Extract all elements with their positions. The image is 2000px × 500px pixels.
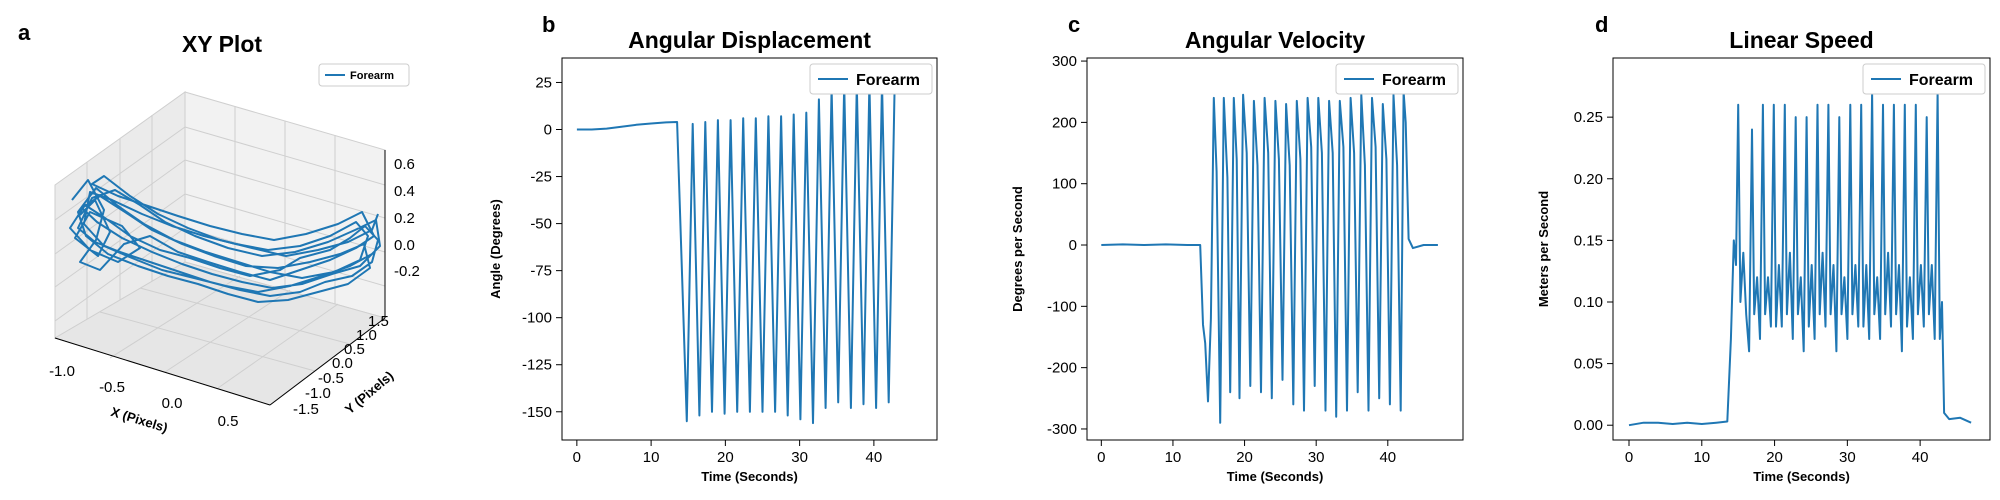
series-line-forearm [576,81,896,425]
x-tick-label: 20 [1766,449,1783,466]
panel-a-xy-plot: a XY Plot [18,20,420,435]
y-tick-label: 0.05 [1574,356,1603,373]
y-tick-label: -1.0 [305,385,331,402]
x-axis-label: Time (Seconds) [701,469,798,484]
y-tick-label: 0.20 [1574,171,1603,188]
z-tick-label: 0.4 [394,183,415,200]
x-tick-label: 0.0 [162,395,183,412]
y-tick-label: -200 [1047,360,1077,377]
y-tick-label: -150 [522,404,552,421]
legend: Forearm [1862,63,1986,95]
x-tick-label: -1.0 [49,363,75,380]
x-tick-label: 30 [1308,449,1325,466]
legend-label: Forearm [350,70,394,82]
x-axis-ticks: -1.0 -0.5 0.0 0.5 [49,363,238,430]
x-tick-label: 0.5 [218,413,239,430]
legend: Forearm [318,63,410,87]
x-tick-label: 40 [866,449,883,466]
legend-label: Forearm [1909,72,1973,89]
legend: Forearm [809,63,933,95]
series-line-forearm [1101,90,1438,424]
plot-frame [1612,57,1991,441]
z-tick-label: 0.0 [394,237,415,254]
legend-label: Forearm [856,72,920,89]
y-tick-label: 0 [544,122,552,139]
grid-3d [54,106,386,389]
legend: Forearm [1335,63,1459,95]
y-tick-label: 25 [535,74,552,91]
x-tick-label: 10 [643,449,660,466]
y-tick-label: -1.5 [293,401,319,418]
panel-letter: a [18,20,31,45]
x-tick-label: 40 [1912,449,1929,466]
y-tick-label: 300 [1052,53,1077,70]
y-tick-label: -300 [1047,421,1077,438]
x-tick-label: 30 [1839,449,1856,466]
y-tick-label: 0.10 [1574,294,1603,311]
panel-letter: c [1068,12,1080,37]
panel-letter: d [1595,12,1608,37]
x-tick-label: 20 [717,449,734,466]
x-tick-label: 0 [1097,449,1105,466]
y-tick-label: 0 [1069,237,1077,254]
y-tick-label: -125 [522,357,552,374]
y-axis-ticks: -1.5 -1.0 -0.5 0.0 0.5 1.0 1.5 [293,313,389,418]
x-tick-label: 20 [1236,449,1253,466]
y-axis-label: Degrees per Second [1010,186,1025,312]
y-tick-label: 0.0 [332,355,353,372]
x-axis-label: Time (Seconds) [1753,469,1850,484]
y-tick-label: 0.5 [344,341,365,358]
y-tick-label: -75 [530,263,552,280]
legend-box [1862,63,1986,95]
z-axis-ticks: -0.2 0.0 0.2 0.4 0.6 [394,156,420,280]
panel-c-angular-velocity: c Angular Velocity 0 10 20 30 40 300 200 100 0 -100… [1010,12,1464,484]
x-tick-label: 0 [573,449,581,466]
y-axis-label: Meters per Second [1536,191,1551,307]
panel-b-angular-displacement: b Angular Displacement 0 10 20 30 40 25 0 -25 -50 -… [488,12,938,484]
z-tick-label: -0.2 [394,263,420,280]
panel-d-linear-speed: d Linear Speed 0 10 20 30 40 0.25 0.20 0.15 0.10 0.… [1536,12,1991,484]
trajectory-forearm-2 [71,175,379,281]
x-tick-label: 0 [1625,449,1633,466]
y-axis-label: Angle (Degrees) [488,199,503,299]
chart-title: Angular Velocity [1185,27,1365,53]
y-tick-label: 0.25 [1574,109,1603,126]
x-tick-label: 30 [791,449,808,466]
y-tick-label: 200 [1052,114,1077,131]
y-tick-label: -25 [530,169,552,186]
x-axis-line [54,337,271,406]
y-tick-label: 100 [1052,176,1077,193]
trajectory-forearm [69,187,381,303]
y-tick-label: -50 [530,216,552,233]
y-tick-label: 1.5 [368,313,389,330]
y-axis-label: Y (Pixels) [342,368,396,417]
chart-title: XY Plot [182,31,262,57]
x-tick-label: 10 [1165,449,1182,466]
x-tick-label: -0.5 [99,379,125,396]
y-tick-label: 0.15 [1574,232,1603,249]
chart-title: Angular Displacement [628,27,871,53]
x-axis-label: X (Pixels) [109,404,169,435]
y-axis-line [269,317,386,406]
x-tick-label: 40 [1379,449,1396,466]
chart-title: Linear Speed [1729,27,1873,53]
y-tick-label: 1.0 [356,327,377,344]
y-tick-label: 0.00 [1574,417,1603,434]
x-axis-label: Time (Seconds) [1227,469,1324,484]
series-line-forearm [1628,91,1972,427]
z-tick-label: 0.2 [394,210,415,227]
z-tick-label: 0.6 [394,156,415,173]
legend-box [809,63,933,95]
panel-letter: b [542,12,555,37]
y-tick-label: -100 [522,310,552,327]
y-tick-label: -0.5 [318,370,344,387]
x-tick-label: 10 [1693,449,1710,466]
y-tick-label: -100 [1047,298,1077,315]
legend-box [1335,63,1459,95]
legend-label: Forearm [1382,72,1446,89]
